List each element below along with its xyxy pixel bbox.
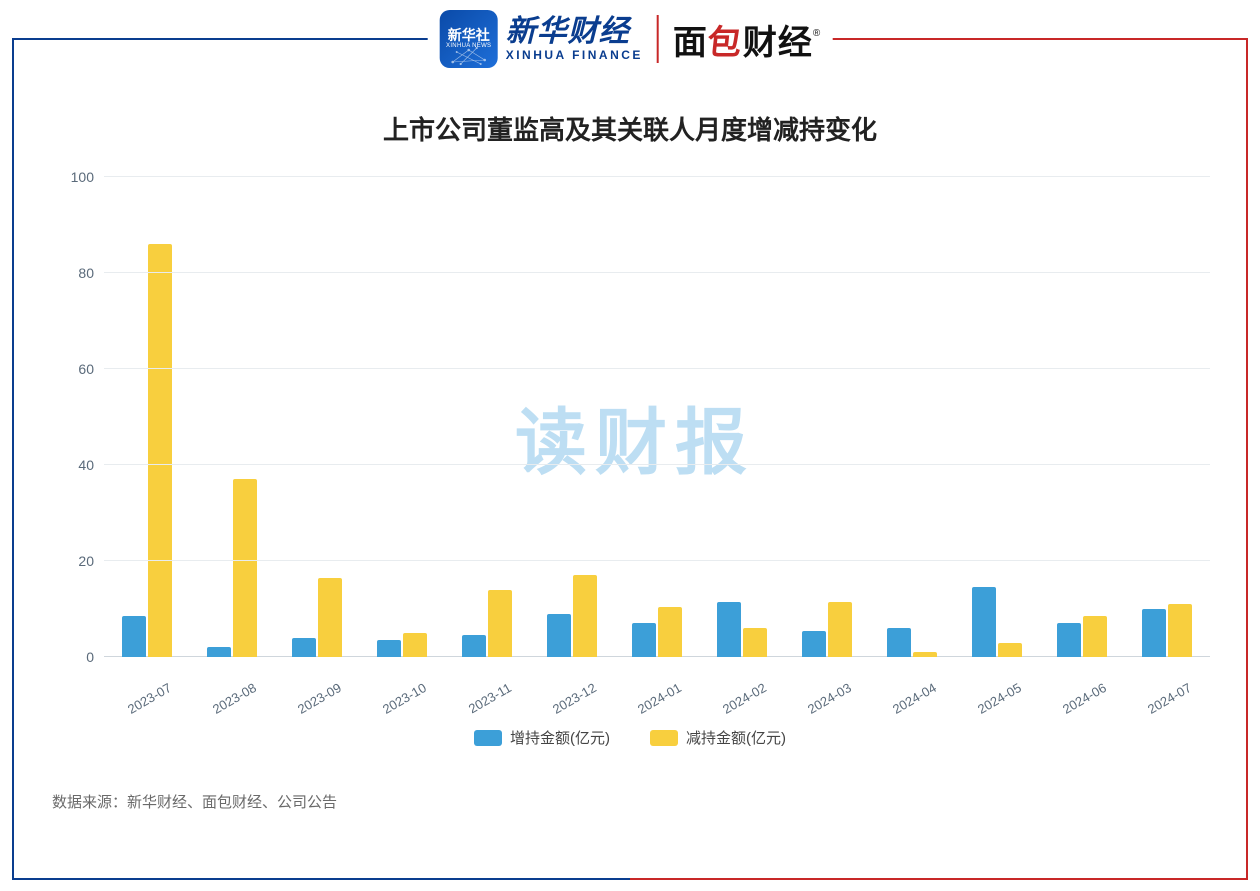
network-icon [449,44,489,66]
bar-group [544,575,600,657]
bar-group [884,628,940,657]
legend-label: 减持金额(亿元) [686,727,786,748]
bar [292,638,316,657]
y-tick-label: 100 [71,169,94,185]
logo-mianbao: 面包财经 ® [673,15,820,64]
xinhua-badge-cn: 新华社 [448,28,490,43]
bar [802,631,826,657]
gridline [104,560,1210,561]
y-tick-label: 0 [86,649,94,665]
x-tick-label: 2023-07 [117,680,173,721]
legend-item: 增持金额(亿元) [474,727,610,748]
legend: 增持金额(亿元) 减持金额(亿元) [30,727,1230,748]
xinhua-text: 新华财经 XINHUA FINANCE [506,17,643,61]
bar [207,647,231,657]
bar [377,640,401,657]
gridline [104,368,1210,369]
registered-mark: ® [813,28,820,39]
bar [1057,623,1081,657]
x-tick-label: 2024-05 [968,680,1024,721]
bar [887,628,911,657]
legend-swatch [650,730,678,746]
bar [547,614,571,657]
source-note: 数据来源：新华财经、面包财经、公司公告 [52,791,337,812]
bar [828,602,852,657]
logo-bar: 新华社 XINHUA NEWS 新华财经 XINHUA FINANCE 面包财经… [428,8,833,70]
bar [632,623,656,657]
x-tick-label: 2024-03 [798,680,854,721]
bar-group [289,578,345,657]
bar [1083,616,1107,657]
bar-group [374,633,430,657]
plot-wrap: 读财报 020406080100 2023-072023-082023-0920… [60,177,1210,657]
gridline [104,272,1210,273]
mianbao-text: 面包财经 [673,15,813,64]
xinhua-text-en: XINHUA FINANCE [506,49,643,61]
x-tick-label: 2024-01 [628,680,684,721]
bar-group [969,587,1025,657]
bar [913,652,937,657]
gridline [104,176,1210,177]
logo-divider [657,15,659,63]
chart-area: 上市公司董监高及其关联人月度增减持变化 读财报 020406080100 202… [30,70,1230,830]
bar [233,479,257,657]
x-tick-label: 2024-02 [713,680,769,721]
bar [462,635,486,657]
gridline [104,464,1210,465]
x-tick-label: 2023-10 [373,680,429,721]
bars-container [104,177,1210,657]
bar [743,628,767,657]
xinhua-text-cn: 新华财经 [506,17,643,47]
bar [403,633,427,657]
bar [998,643,1022,657]
bar [1168,604,1192,657]
x-tick-label: 2024-07 [1138,680,1194,721]
chart-title: 上市公司董监高及其关联人月度增减持变化 [30,110,1230,147]
y-tick-label: 40 [78,457,94,473]
y-axis: 020406080100 [60,177,100,657]
x-tick-label: 2023-12 [543,680,599,721]
bar [972,587,996,657]
x-tick-label: 2023-09 [287,680,343,721]
y-tick-label: 60 [78,361,94,377]
xinhua-badge-icon: 新华社 XINHUA NEWS [440,10,498,68]
x-tick-label: 2024-06 [1053,680,1109,721]
x-tick-label: 2023-11 [458,680,514,721]
bar [148,244,172,657]
bar [1142,609,1166,657]
bar-group [119,244,175,657]
bar [573,575,597,657]
x-tick-label: 2023-08 [202,680,258,721]
bar-group [1054,616,1110,657]
x-tick-label: 2024-04 [883,680,939,721]
bar [717,602,741,657]
legend-item: 减持金额(亿元) [650,727,786,748]
y-tick-label: 80 [78,265,94,281]
legend-swatch [474,730,502,746]
y-tick-label: 20 [78,553,94,569]
bar-group [714,602,770,657]
plot [104,177,1210,657]
bar [122,616,146,657]
bar-group [799,602,855,657]
logo-xinhua: 新华社 XINHUA NEWS 新华财经 XINHUA FINANCE [440,10,643,68]
bar-group [629,607,685,657]
bar-group [204,479,260,657]
x-axis-labels: 2023-072023-082023-092023-102023-112023-… [104,675,1210,690]
bar [488,590,512,657]
legend-label: 增持金额(亿元) [510,727,610,748]
bar [658,607,682,657]
bar-group [1139,604,1195,657]
bar-group [459,590,515,657]
bar [318,578,342,657]
